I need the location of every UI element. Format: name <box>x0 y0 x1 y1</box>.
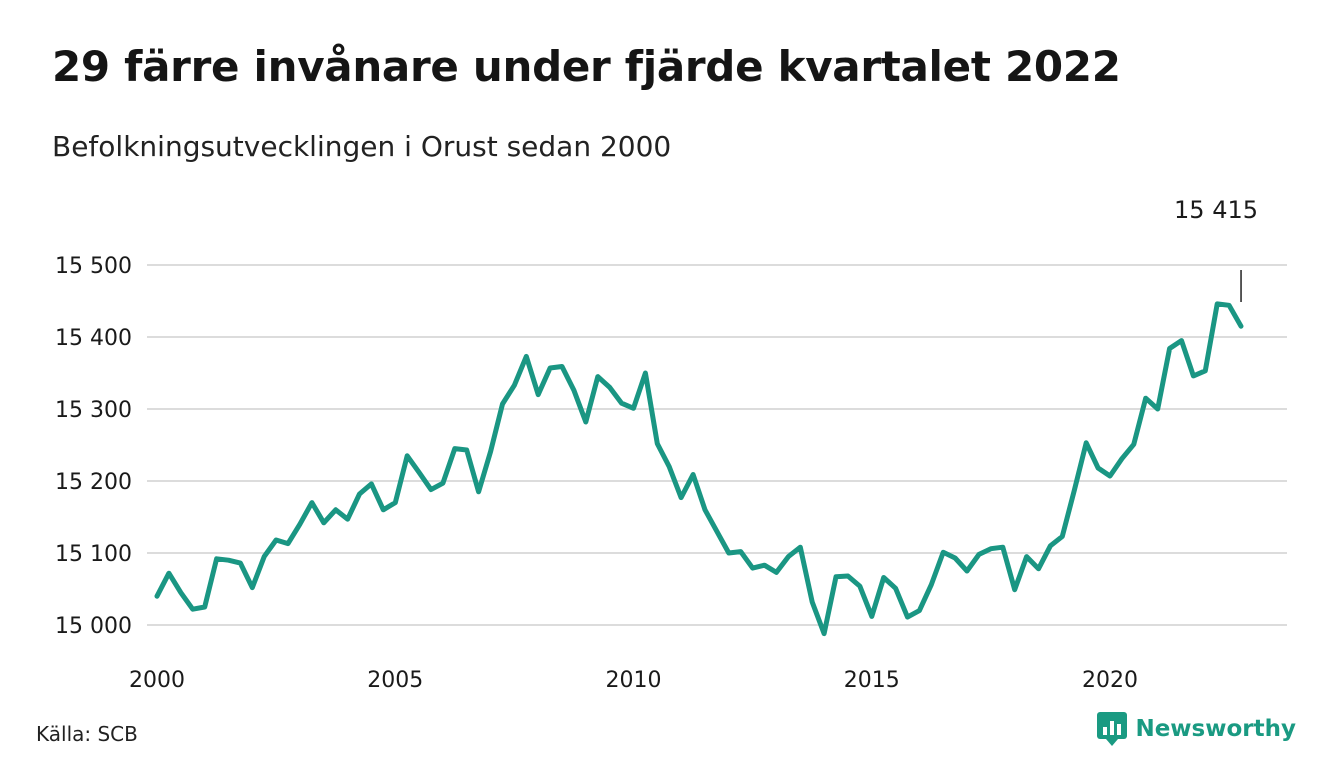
newsworthy-logo[interactable]: Newsworthy <box>1097 712 1296 746</box>
brand-name: Newsworthy <box>1135 716 1296 742</box>
x-tick-label: 2005 <box>367 668 423 693</box>
x-tick-label: 2000 <box>129 668 185 693</box>
gridlines <box>147 264 1287 626</box>
bar-chart-logo-icon <box>1097 712 1128 746</box>
source-note: Källa: SCB <box>36 722 138 746</box>
population-series-line <box>154 301 1244 637</box>
x-tick-label: 2010 <box>606 668 662 693</box>
y-tick-label: 15 500 <box>55 254 132 279</box>
x-tick-label: 2020 <box>1082 668 1138 693</box>
y-tick-label: 15 300 <box>55 398 132 423</box>
x-tick-label: 2015 <box>844 668 900 693</box>
y-tick-label: 15 200 <box>55 470 132 495</box>
y-tick-label: 15 100 <box>55 542 132 567</box>
chart-subtitle: Befolkningsutvecklingen i Orust sedan 20… <box>52 130 672 163</box>
y-axis-tick-labels: 15 000 15 100 15 200 15 300 15 400 15 500 <box>55 254 132 639</box>
x-axis-tick-labels: 2000 2005 2010 2015 2020 <box>129 668 1138 693</box>
chart-title: 29 färre invånare under fjärde kvartalet… <box>52 42 1121 91</box>
y-tick-label: 15 400 <box>55 326 132 351</box>
last-value-label: 15 415 <box>1174 196 1258 224</box>
y-tick-label: 15 000 <box>55 614 132 639</box>
